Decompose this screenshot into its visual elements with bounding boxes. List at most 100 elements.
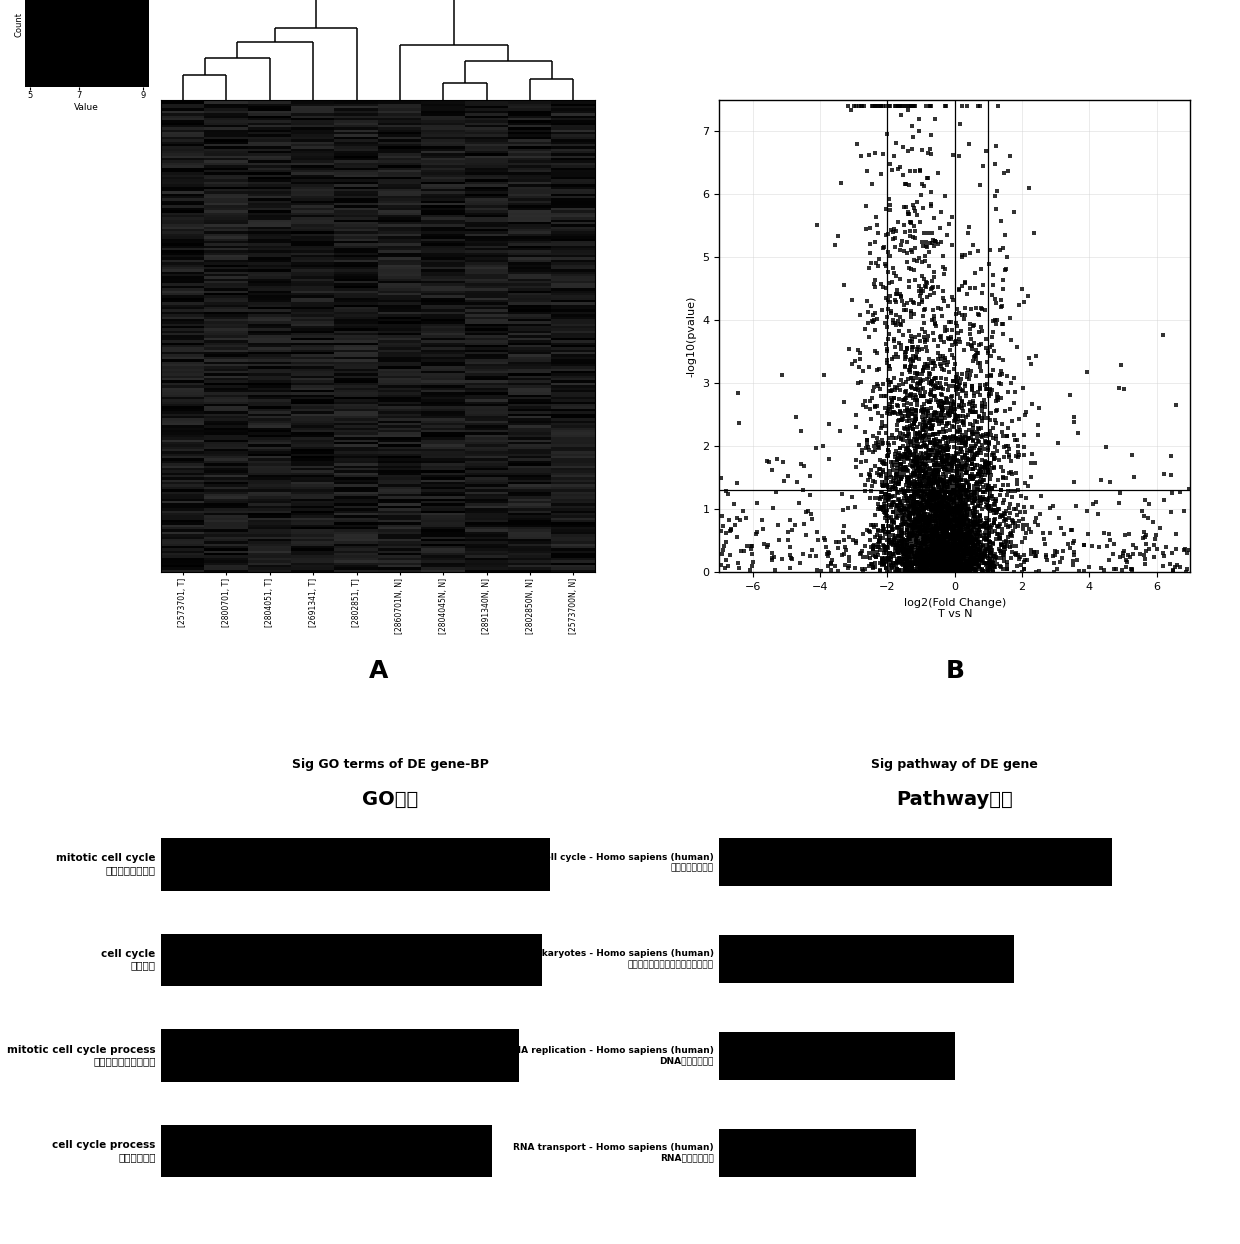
Point (949, 555, 968, 575)
Point (870, 540, 890, 560)
Point (946, 488, 966, 508)
Point (951, 438, 971, 458)
Point (859, 440, 879, 460)
Point (923, 310, 942, 330)
Point (1161, 554, 1180, 573)
Point (966, 520, 986, 540)
Point (956, 455, 976, 475)
Point (990, 364, 1009, 384)
Point (952, 505, 972, 525)
Point (928, 524, 947, 544)
Point (847, 134, 867, 154)
Point (921, 470, 941, 490)
Point (970, 552, 990, 572)
Point (940, 503, 960, 522)
Point (756, 450, 776, 470)
Point (930, 469, 950, 489)
Point (981, 364, 1001, 384)
Point (1008, 295, 1028, 315)
Point (942, 449, 962, 469)
Point (900, 211, 920, 231)
Point (937, 556, 957, 576)
Point (903, 499, 923, 519)
Point (962, 454, 982, 474)
Point (967, 514, 987, 534)
Point (924, 526, 944, 546)
Point (934, 464, 954, 484)
Point (898, 488, 918, 508)
Point (962, 549, 982, 569)
Point (889, 521, 909, 541)
Point (919, 462, 939, 481)
Point (929, 397, 949, 417)
Point (981, 557, 1001, 577)
Point (929, 342, 949, 362)
Point (924, 557, 944, 577)
Point (899, 174, 919, 194)
Point (949, 537, 968, 557)
Point (916, 551, 936, 571)
Point (970, 539, 990, 559)
Point (923, 371, 942, 391)
Point (946, 503, 966, 522)
Point (916, 471, 936, 491)
Point (870, 499, 890, 519)
Point (935, 514, 955, 534)
Point (934, 552, 954, 572)
Point (877, 506, 897, 526)
Point (878, 445, 898, 465)
Point (942, 536, 962, 556)
Point (880, 544, 900, 564)
Point (900, 452, 920, 471)
Point (904, 452, 924, 471)
Point (889, 561, 909, 581)
Point (890, 401, 910, 420)
Point (910, 160, 930, 180)
Point (937, 496, 957, 516)
Point (926, 516, 946, 536)
Point (763, 499, 782, 519)
Point (931, 551, 951, 571)
Point (888, 396, 908, 415)
Point (906, 450, 926, 470)
Point (971, 532, 991, 552)
Point (932, 539, 952, 559)
Point (901, 504, 921, 524)
Point (918, 494, 937, 514)
Point (981, 425, 1001, 445)
Point (918, 143, 937, 163)
Point (864, 274, 884, 294)
Point (954, 527, 973, 547)
Point (925, 109, 945, 129)
Point (959, 535, 978, 555)
Point (883, 221, 903, 241)
Point (978, 561, 998, 581)
Point (998, 481, 1018, 501)
Point (992, 557, 1012, 577)
Point (937, 320, 957, 340)
Point (954, 545, 973, 565)
Point (898, 551, 918, 571)
Point (895, 401, 915, 420)
Point (936, 524, 956, 544)
Point (862, 515, 882, 535)
Point (781, 547, 801, 567)
Point (914, 358, 934, 378)
Point (872, 552, 892, 572)
Point (957, 562, 977, 582)
Point (915, 513, 935, 532)
Point (949, 417, 968, 437)
Point (936, 522, 956, 542)
Point (971, 425, 991, 445)
Point (918, 513, 937, 532)
Point (949, 541, 968, 561)
Point (885, 539, 905, 559)
Point (939, 498, 959, 518)
Point (926, 551, 946, 571)
Point (926, 559, 946, 578)
Point (856, 536, 875, 556)
Point (942, 520, 962, 540)
Point (935, 498, 955, 518)
Point (875, 454, 895, 474)
Point (980, 337, 999, 357)
